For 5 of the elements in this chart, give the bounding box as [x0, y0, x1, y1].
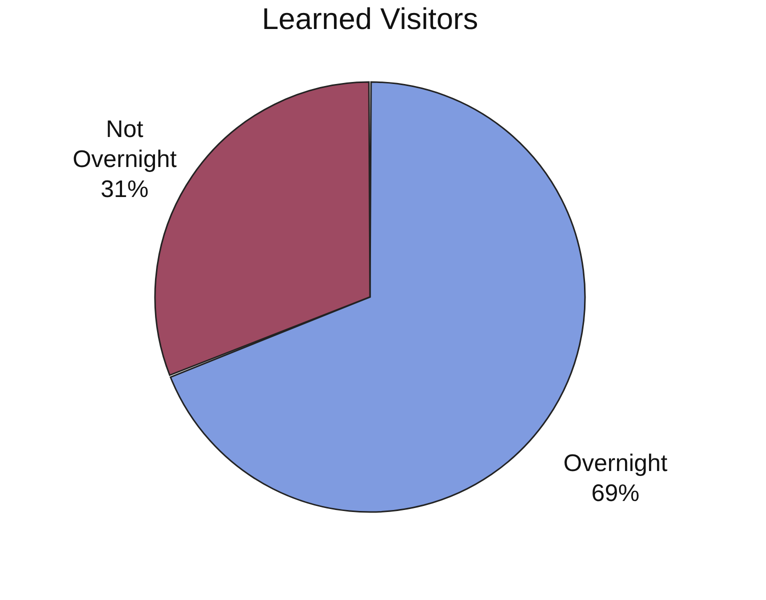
slice-label: Overnight [563, 450, 668, 477]
data-label: 31% [100, 176, 149, 204]
slice-label: Not Overnight [72, 116, 177, 174]
chart-title: Learned Visitors [262, 3, 478, 36]
data-label: 69% [591, 480, 640, 507]
